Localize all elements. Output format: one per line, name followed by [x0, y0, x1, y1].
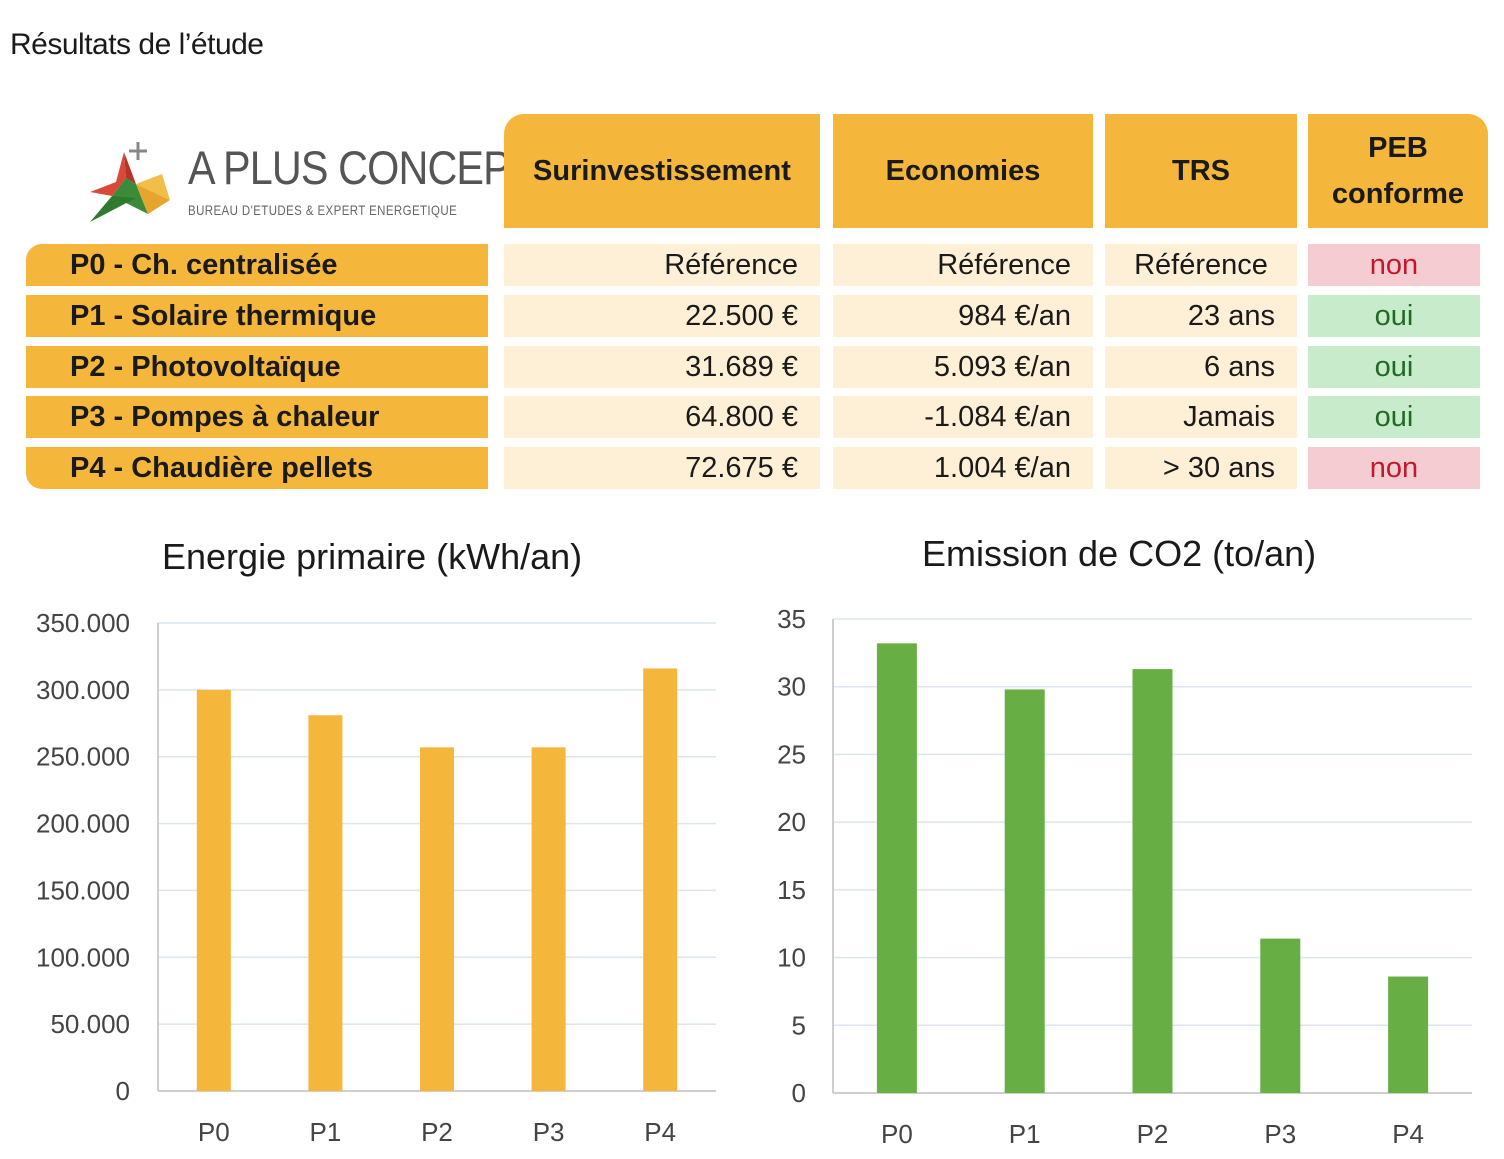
cell-economies: 984 €/an	[833, 295, 1093, 337]
cell-surinvestissement: 31.689 €	[504, 346, 820, 388]
cell-surinvestissement: 72.675 €	[504, 447, 820, 489]
y-tick-label: 5	[792, 1010, 806, 1040]
y-tick-label: 30	[777, 672, 806, 702]
cell-economies: Référence	[833, 244, 1093, 286]
y-tick-label: 150.000	[36, 875, 130, 905]
company-logo: A PLUS CONCEPT BUREAU D'ETUDES & EXPERT …	[86, 138, 535, 228]
row-label: P2 - Photovoltaïque	[26, 346, 488, 388]
cell-economies: -1.084 €/an	[833, 396, 1093, 438]
bar-energie-p4	[643, 668, 678, 1091]
y-tick-label: 0	[792, 1078, 806, 1108]
bar-co2-p2	[1132, 669, 1173, 1093]
y-tick-label: 25	[777, 739, 806, 769]
y-tick-label: 0	[116, 1076, 130, 1106]
cell-economies: 5.093 €/an	[833, 346, 1093, 388]
bar-co2-p0	[876, 643, 917, 1093]
row-label: P0 - Ch. centralisée	[26, 244, 488, 286]
cell-trs: Jamais	[1105, 396, 1297, 438]
x-tick-label: P3	[533, 1117, 565, 1147]
y-tick-label: 250.000	[36, 742, 130, 772]
cell-surinvestissement: 22.500 €	[504, 295, 820, 337]
x-tick-label: P0	[198, 1117, 230, 1147]
bar-energie-p2	[420, 747, 454, 1091]
cell-economies: 1.004 €/an	[833, 447, 1093, 489]
x-tick-label: P2	[421, 1117, 453, 1147]
bar-energie-p3	[531, 747, 566, 1091]
star-arrow-logo-icon	[90, 142, 170, 222]
row-label: P3 - Pompes à chaleur	[26, 396, 488, 438]
logo-tagline: BUREAU D'ETUDES & EXPERT ENERGETIQUE	[188, 202, 458, 218]
header-surinvestissement: Surinvestissement	[504, 114, 820, 228]
y-tick-label: 200.000	[36, 809, 130, 839]
page-title: Résultats de l’étude	[10, 28, 264, 61]
y-tick-label: 20	[777, 807, 806, 837]
y-tick-label: 350.000	[36, 608, 130, 638]
row-label: P1 - Solaire thermique	[26, 295, 488, 337]
header-peb-conforme: PEB conforme	[1308, 114, 1488, 228]
y-tick-label: 15	[777, 875, 806, 905]
x-tick-label: P1	[309, 1117, 341, 1147]
cell-trs: > 30 ans	[1105, 447, 1297, 489]
cell-peb-status: oui	[1308, 396, 1480, 438]
x-tick-label: P4	[1392, 1119, 1424, 1149]
y-tick-label: 300.000	[36, 675, 130, 705]
cell-surinvestissement: Référence	[504, 244, 820, 286]
cell-peb-status: non	[1308, 447, 1480, 489]
y-tick-label: 35	[777, 604, 806, 634]
logo-wordmark: A PLUS CONCEPT	[188, 141, 535, 194]
chart-title-co2: Emission de CO2 (to/an)	[922, 533, 1317, 574]
cell-peb-status: oui	[1308, 295, 1480, 337]
x-tick-label: P2	[1137, 1119, 1169, 1149]
x-tick-label: P0	[881, 1119, 913, 1149]
header-economies: Economies	[833, 114, 1093, 228]
y-tick-label: 10	[777, 943, 806, 973]
cell-peb-status: non	[1308, 244, 1480, 286]
row-label: P4 - Chaudière pellets	[26, 447, 488, 489]
cell-trs: 23 ans	[1105, 295, 1297, 337]
bar-energie-p1	[308, 715, 343, 1091]
y-tick-label: 100.000	[36, 942, 130, 972]
bar-co2-p3	[1260, 938, 1301, 1093]
chart-title-energie: Energie primaire (kWh/an)	[162, 536, 583, 577]
cell-trs: 6 ans	[1105, 346, 1297, 388]
y-tick-label: 50.000	[50, 1009, 130, 1039]
x-tick-label: P3	[1264, 1119, 1296, 1149]
header-trs: TRS	[1105, 114, 1297, 228]
cell-peb-status: oui	[1308, 346, 1480, 388]
bar-energie-p0	[196, 689, 231, 1091]
bar-co2-p4	[1388, 976, 1429, 1093]
cell-trs: Référence	[1105, 244, 1297, 286]
cell-surinvestissement: 64.800 €	[504, 396, 820, 438]
x-tick-label: P4	[644, 1117, 676, 1147]
bar-co2-p1	[1004, 689, 1045, 1093]
x-tick-label: P1	[1009, 1119, 1041, 1149]
